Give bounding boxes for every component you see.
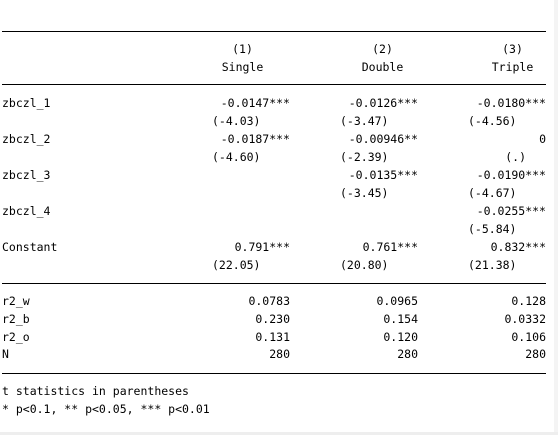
col-number-1: (1) [232,42,253,56]
stat-value: 280 [269,347,290,361]
stats-rule [2,283,546,284]
bottom-edge [0,432,558,435]
col-number-3: (3) [502,42,523,56]
top-rule [2,31,546,32]
t-stat-cell: (21.38) [468,258,517,272]
stat-value: 280 [525,347,546,361]
t-stat-cell: (-4.60) [212,150,261,164]
coef-cell: -0.0187*** [220,132,290,146]
table-row: zbczl_1 -0.0147*** -0.0126*** -0.0180*** [0,95,558,111]
coef-cell: -0.00946** [348,132,418,146]
stat-label: r2_o [2,330,30,344]
stat-label: r2_w [2,294,30,308]
table-row: (-3.45) (-4.67) [0,185,558,201]
coef-cell: -0.0126*** [348,96,418,110]
t-stat-cell: (20.80) [340,258,389,272]
stat-value: 0.154 [383,312,418,326]
col-name-2: Double [361,60,404,74]
table-row: Constant 0.791*** 0.761*** 0.832*** [0,239,558,255]
stat-label: r2_b [2,312,30,326]
stat-value: 0.230 [255,312,290,326]
stat-value: 0.128 [511,294,546,308]
stats-row: r2_w 0.0783 0.0965 0.128 [0,293,558,309]
stat-value: 0.120 [383,330,418,344]
stat-value: 280 [397,347,418,361]
coef-cell: -0.0135*** [348,168,418,182]
t-stat-cell: (-4.67) [468,186,517,200]
t-stat-cell: (.) [505,150,526,164]
stat-value: 0.0965 [376,294,418,308]
coef-cell: 0.832*** [490,240,546,254]
stat-value: 0.106 [511,330,546,344]
header-rule [2,84,546,85]
coef-cell: 0.791*** [234,240,290,254]
stat-value: 0.0783 [248,294,290,308]
table-row: (-5.84) [0,221,558,237]
table-row: (-4.60) (-2.39) (.) [0,149,558,165]
t-stat-cell: (-3.47) [340,114,389,128]
coef-cell: 0.761*** [362,240,418,254]
col-name-1: Single [221,60,264,74]
t-stat-cell: (-4.03) [212,114,261,128]
row-label: zbczl_2 [2,132,51,146]
table-row: zbczl_3 -0.0135*** -0.0190*** [0,167,558,183]
t-stat-cell: (22.05) [212,258,261,272]
t-stat-cell: (-5.84) [468,222,517,236]
right-edge [554,0,558,435]
row-label: zbczl_3 [2,168,51,182]
stats-row: r2_b 0.230 0.154 0.0332 [0,311,558,327]
stat-value: 0.0332 [504,312,546,326]
col-name-3: Triple [491,60,534,74]
coef-cell: -0.0180*** [476,96,546,110]
table-row: (-4.03) (-3.47) (-4.56) [0,113,558,129]
row-label: zbczl_4 [2,204,51,218]
table-row: zbczl_2 -0.0187*** -0.00946** 0 [0,131,558,147]
table-note-significance: * p<0.1, ** p<0.05, *** p<0.01 [2,402,210,416]
col-number-2: (2) [372,42,393,56]
column-number-row: (1) (2) (3) [0,41,558,57]
coef-cell: -0.0255*** [476,204,546,218]
table-row: (22.05) (20.80) (21.38) [0,257,558,273]
stats-row: r2_o 0.131 0.120 0.106 [0,329,558,345]
bottom-rule [2,373,546,374]
table-row: zbczl_4 -0.0255*** [0,203,558,219]
t-stat-cell: (-4.56) [468,114,517,128]
coef-cell: -0.0190*** [476,168,546,182]
column-name-row: Single Double Triple [0,59,558,75]
coef-cell: -0.0147*** [220,96,290,110]
row-label: zbczl_1 [2,96,51,110]
t-stat-cell: (-3.45) [340,186,389,200]
stat-label: N [2,347,9,361]
row-label: Constant [2,240,58,254]
coef-cell: 0 [539,132,546,146]
stat-value: 0.131 [255,330,290,344]
table-note-tstats: t statistics in parentheses [2,384,189,398]
t-stat-cell: (-2.39) [340,150,389,164]
stats-row: N 280 280 280 [0,346,558,362]
